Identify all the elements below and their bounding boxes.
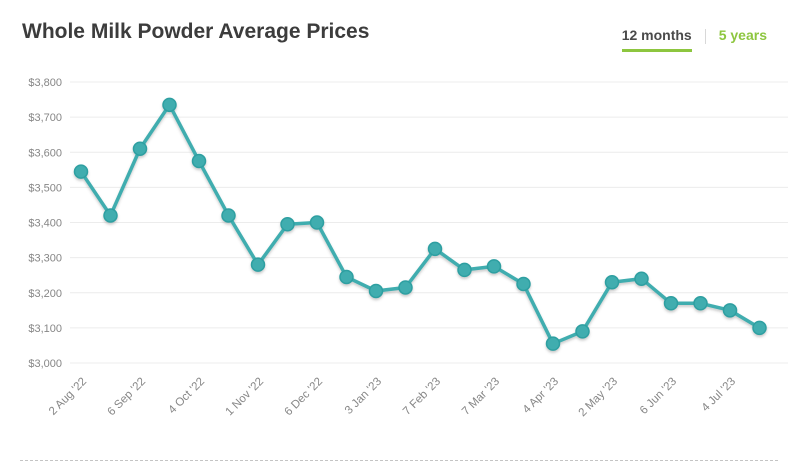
y-tick-label: $3,000	[28, 358, 62, 370]
data-point[interactable]	[457, 262, 472, 278]
x-axis-labels: 2 Aug '22 6 Sep '22 4 Oct '22 1 Nov '22 6 De…	[47, 376, 738, 419]
wmp-price-line-chart: $3,800 $3,700 $3,600 $3,500 $3,400 $3,300 $3,2…	[28, 77, 788, 419]
data-point[interactable]	[132, 141, 148, 156]
x-tick-label: 2 Aug '22	[47, 376, 89, 418]
tab-5-years[interactable]: 5 years	[719, 27, 767, 52]
data-point[interactable]	[722, 303, 738, 318]
price-line	[79, 103, 762, 346]
x-tick-label: 4 Oct '22	[166, 376, 207, 417]
data-point[interactable]	[604, 274, 620, 290]
data-point[interactable]	[545, 336, 561, 351]
price-series	[73, 97, 767, 351]
data-point[interactable]	[73, 164, 89, 179]
y-tick-label: $3,100	[28, 323, 62, 335]
tab-divider	[704, 29, 706, 44]
data-point[interactable]	[162, 97, 177, 113]
tab-12-months[interactable]: 12 months	[621, 27, 692, 53]
data-point[interactable]	[339, 269, 354, 285]
x-tick-label: 2 May '23	[577, 376, 620, 419]
y-tick-label: $3,500	[28, 182, 62, 194]
data-point[interactable]	[221, 208, 236, 223]
y-axis-labels: $3,800 $3,700 $3,600 $3,500 $3,400 $3,300 $3,2…	[28, 77, 62, 370]
y-tick-label: $3,600	[28, 147, 62, 159]
data-point[interactable]	[575, 324, 590, 339]
data-point[interactable]	[486, 259, 502, 274]
bottom-divider	[20, 460, 778, 461]
data-point[interactable]	[693, 296, 708, 311]
y-tick-label: $3,200	[28, 288, 62, 300]
y-tick-label: $3,800	[28, 77, 62, 89]
period-tabs: 12 months 5 years	[621, 27, 767, 53]
data-point[interactable]	[398, 280, 413, 295]
data-point[interactable]	[427, 241, 443, 257]
data-point[interactable]	[663, 296, 679, 311]
x-tick-label: 7 Feb '23	[401, 376, 443, 418]
x-tick-label: 1 Nov '22	[224, 376, 267, 419]
x-tick-label: 4 Apr '23	[521, 376, 561, 416]
data-point[interactable]	[250, 257, 266, 272]
x-tick-label: 3 Jan '23	[343, 376, 384, 417]
data-point[interactable]	[634, 271, 649, 286]
x-tick-label: 6 Jun '23	[638, 376, 679, 417]
x-tick-label: 4 Jul '23	[700, 376, 739, 415]
data-point[interactable]	[191, 153, 207, 169]
data-point[interactable]	[516, 276, 531, 292]
data-point[interactable]	[103, 208, 118, 223]
page-title: Whole Milk Powder Average Prices	[22, 20, 370, 43]
x-tick-label: 6 Dec '22	[283, 376, 326, 419]
y-tick-label: $3,300	[28, 253, 62, 265]
x-tick-label: 7 Mar '23	[460, 376, 502, 418]
data-point[interactable]	[752, 320, 767, 336]
y-tick-label: $3,400	[28, 218, 62, 230]
data-point[interactable]	[368, 283, 384, 299]
data-point[interactable]	[280, 217, 295, 232]
x-tick-label: 6 Sep '22	[106, 376, 149, 419]
data-point[interactable]	[309, 215, 325, 230]
y-tick-label: $3,700	[28, 112, 62, 124]
